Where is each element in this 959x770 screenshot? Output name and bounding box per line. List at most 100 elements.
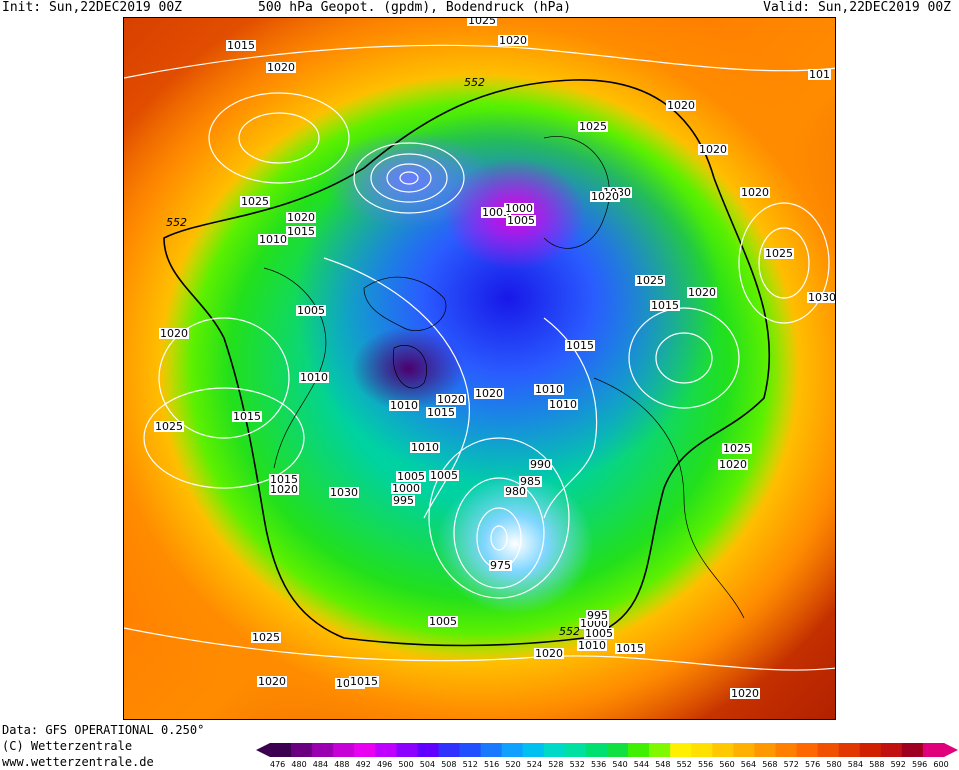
colorbar-swatch bbox=[438, 743, 461, 757]
isobar-label: 1025 bbox=[578, 120, 608, 133]
height-label: 552 bbox=[559, 625, 580, 638]
isobar-label: 101 bbox=[808, 68, 831, 81]
isobar-label: 1020 bbox=[266, 61, 296, 74]
colorbar-tick-label: 512 bbox=[462, 760, 478, 769]
colorbar-swatch bbox=[712, 743, 734, 757]
colorbar-tick-label: 496 bbox=[377, 760, 393, 769]
colorbar-tick-label: 480 bbox=[291, 760, 307, 769]
colorbar-low-arrow bbox=[256, 743, 270, 757]
isobar-label: 1010 bbox=[534, 383, 564, 396]
isobar-label: 1025 bbox=[467, 17, 497, 27]
isobar-label: 1010 bbox=[410, 441, 440, 454]
isobar-label: 1015 bbox=[349, 675, 379, 688]
colorbar-swatch bbox=[291, 743, 313, 757]
colorbar-tick-label: 576 bbox=[805, 760, 821, 769]
colorbar-tick-label: 540 bbox=[612, 760, 628, 769]
coastlines bbox=[263, 136, 745, 619]
isobar-label: 1025 bbox=[764, 247, 794, 260]
isobar-label: 1015 bbox=[226, 39, 256, 52]
colorbar-tick-label: 544 bbox=[633, 760, 650, 769]
colorbar-swatch bbox=[775, 743, 798, 757]
colorbar-swatch bbox=[396, 743, 418, 757]
colorbar-tick-label: 596 bbox=[912, 760, 928, 769]
isobar-label: 1020 bbox=[534, 647, 564, 660]
colorbar-swatch bbox=[333, 743, 355, 757]
colorbar-swatch bbox=[670, 743, 692, 757]
isobar-label: 1005 bbox=[481, 206, 511, 219]
isobar-label: 1025 bbox=[154, 420, 184, 433]
isobar-label: 1020 bbox=[257, 675, 287, 688]
colorbar-tick-label: 592 bbox=[890, 760, 906, 769]
isobar-label: 1020 bbox=[269, 483, 299, 496]
isobar-label: 1020 bbox=[687, 286, 717, 299]
colorbar-tick-label: 508 bbox=[441, 760, 457, 769]
colorbar-swatch bbox=[733, 743, 755, 757]
isobar-label: 1005 bbox=[396, 470, 426, 483]
isobar-label: 1025 bbox=[722, 442, 752, 455]
isobar-label: 1000 bbox=[391, 482, 421, 495]
colorbar-tick-label: 476 bbox=[270, 760, 286, 769]
colorbar-tick-label: 560 bbox=[719, 760, 735, 769]
isobar-label: 1025 bbox=[240, 195, 270, 208]
isobar-label: 1010 bbox=[299, 371, 329, 384]
colorbar-swatch bbox=[312, 743, 334, 757]
isobar-label: 1015 bbox=[650, 299, 680, 312]
isobar-label: 1020 bbox=[159, 327, 189, 340]
colorbar-swatch bbox=[838, 743, 861, 757]
colorbar-swatch bbox=[859, 743, 882, 757]
colorbar-tick-label: 488 bbox=[334, 760, 350, 769]
valid-time: Valid: Sun,22DEC2019 00Z bbox=[763, 0, 951, 15]
isobar-label: 1005 bbox=[506, 214, 536, 227]
isobar-label: 1015 bbox=[286, 225, 316, 238]
isobar-label: 995 bbox=[392, 494, 415, 507]
colorbar-tick-label: 600 bbox=[933, 760, 949, 769]
colorbar-swatch bbox=[543, 743, 566, 757]
colorbar-swatch bbox=[754, 743, 776, 757]
colorbar-tick-label: 532 bbox=[569, 760, 585, 769]
isobar-label: 1000 bbox=[504, 202, 534, 215]
isobar-label: 1025 bbox=[635, 274, 665, 287]
colorbar-swatch bbox=[585, 743, 608, 757]
isobar-label: 1020 bbox=[740, 186, 770, 199]
isobar-label: 1015 bbox=[615, 642, 645, 655]
isobar-label: 1005 bbox=[429, 469, 459, 482]
isobar-label: 1020 bbox=[730, 687, 760, 700]
colorbar-tick-label: 492 bbox=[355, 760, 371, 769]
contour-layer bbox=[124, 44, 835, 671]
colorbar-swatch bbox=[522, 743, 545, 757]
map-title: 500 hPa Geopot. (gpdm), Bodendruck (hPa) bbox=[258, 0, 572, 15]
isobar-label: 1010 bbox=[258, 233, 288, 246]
colorbar-tick-label: 504 bbox=[419, 760, 436, 769]
isobar-label: 995 bbox=[586, 609, 609, 622]
isobar-label: 975 bbox=[489, 559, 512, 572]
data-source: Data: GFS OPERATIONAL 0.250° bbox=[2, 723, 205, 737]
colorbar-swatch bbox=[901, 743, 924, 757]
isobar-label: 990 bbox=[529, 458, 552, 471]
colorbar-tick-label: 500 bbox=[398, 760, 414, 769]
isobar-label: 1020 bbox=[436, 393, 466, 406]
isobar-label: 1010 bbox=[389, 399, 419, 412]
isobar-label: 1020 bbox=[286, 211, 316, 224]
colorbar-swatch bbox=[459, 743, 482, 757]
colorbar-tick-label: 572 bbox=[783, 760, 799, 769]
colorbar-tick-label: 564 bbox=[740, 760, 757, 769]
colorbar-tick-label: 516 bbox=[484, 760, 500, 769]
colorbar-swatch bbox=[270, 743, 292, 757]
colorbar-swatch bbox=[796, 743, 819, 757]
isobar-label: 1020 bbox=[590, 190, 620, 203]
colorbar-swatch bbox=[354, 743, 376, 757]
isobar-label: 1020 bbox=[498, 34, 528, 47]
colorbar-tick-label: 568 bbox=[762, 760, 778, 769]
colorbar-swatch bbox=[417, 743, 439, 757]
colorbar-tick-label: 588 bbox=[869, 760, 885, 769]
isobar-label: 1005 bbox=[296, 304, 326, 317]
colorbar-tick-label: 552 bbox=[676, 760, 692, 769]
init-time: Init: Sun,22DEC2019 00Z bbox=[2, 0, 183, 15]
isobar-label: 1020 bbox=[666, 99, 696, 112]
colorbar-tick-label: 484 bbox=[312, 760, 329, 769]
colorbar-swatch bbox=[564, 743, 587, 757]
isobar-label: 1010 bbox=[548, 398, 578, 411]
isobar-label: 1020 bbox=[474, 387, 504, 400]
height-label: 552 bbox=[464, 76, 485, 89]
colorbar-labels: 476 480 484 488 492 496 500 504 508 512 516 520 524 5… bbox=[270, 760, 959, 770]
